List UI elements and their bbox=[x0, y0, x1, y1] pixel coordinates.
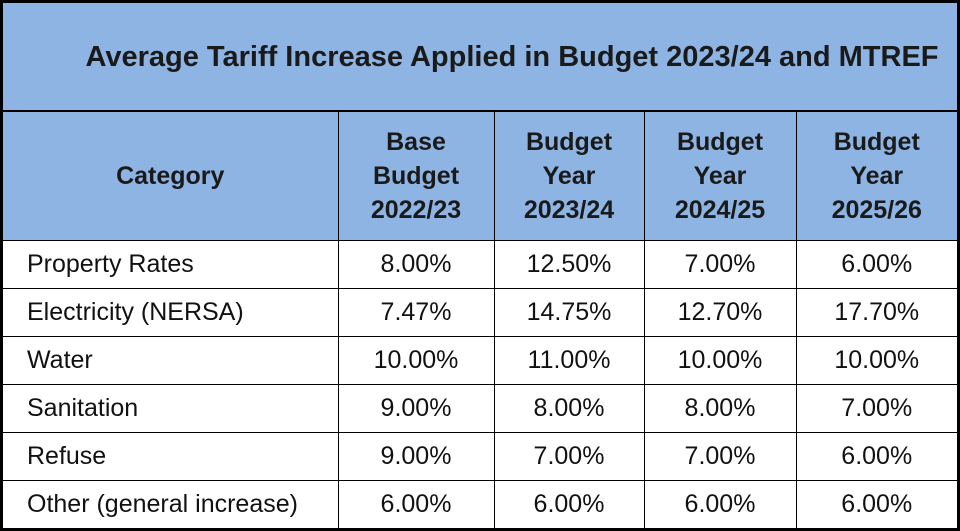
cell-value: 6.00% bbox=[796, 432, 957, 481]
cell-value: 17.70% bbox=[796, 288, 957, 337]
cell-value: 12.50% bbox=[494, 240, 645, 289]
cell-value: 7.47% bbox=[338, 288, 495, 337]
row-category: Electricity (NERSA) bbox=[3, 288, 339, 337]
table-row: Electricity (NERSA) 7.47% 14.75% 12.70% … bbox=[3, 288, 957, 337]
row-category: Property Rates bbox=[3, 240, 339, 289]
cell-value: 6.00% bbox=[796, 240, 957, 289]
cell-value: 12.70% bbox=[644, 288, 797, 337]
cell-value: 10.00% bbox=[796, 336, 957, 385]
table-title: Average Tariff Increase Applied in Budge… bbox=[3, 3, 957, 112]
cell-value: 8.00% bbox=[494, 384, 645, 433]
header-budget-year-2025-26: Budget Year 2025/26 bbox=[796, 112, 957, 241]
cell-value: 8.00% bbox=[338, 240, 495, 289]
cell-value: 6.00% bbox=[644, 480, 797, 528]
cell-value: 7.00% bbox=[494, 432, 645, 481]
header-base-budget-2022-23: Base Budget 2022/23 bbox=[338, 112, 495, 241]
cell-value: 11.00% bbox=[494, 336, 645, 385]
row-category: Sanitation bbox=[3, 384, 339, 433]
row-category: Refuse bbox=[3, 432, 339, 481]
cell-value: 9.00% bbox=[338, 432, 495, 481]
tariff-table: Category Base Budget 2022/23 Budget Year… bbox=[3, 112, 957, 528]
table-row: Water 10.00% 11.00% 10.00% 10.00% bbox=[3, 336, 957, 385]
table-row: Other (general increase) 6.00% 6.00% 6.0… bbox=[3, 480, 957, 528]
cell-value: 10.00% bbox=[644, 336, 797, 385]
cell-value: 7.00% bbox=[796, 384, 957, 433]
header-category: Category bbox=[3, 112, 339, 241]
cell-value: 6.00% bbox=[841, 490, 913, 518]
row-category: Other (general increase) bbox=[3, 480, 339, 528]
cell-value: 14.75% bbox=[494, 288, 645, 337]
cell-value: 10.00% bbox=[338, 336, 495, 385]
row-category: Water bbox=[3, 336, 339, 385]
table-row: Sanitation 9.00% 8.00% 8.00% 7.00% bbox=[3, 384, 957, 433]
header-budget-year-2023-24: Budget Year 2023/24 bbox=[494, 112, 645, 241]
cell-value: 9.00% bbox=[338, 384, 495, 433]
table-row: Refuse 9.00% 7.00% 7.00% 6.00% bbox=[3, 432, 957, 481]
cell-value: 6.00% bbox=[338, 480, 495, 528]
header-row: Category Base Budget 2022/23 Budget Year… bbox=[3, 112, 957, 241]
cell-value: 6.00% bbox=[494, 480, 645, 528]
header-budget-year-2024-25: Budget Year 2024/25 bbox=[644, 112, 797, 241]
cell-value: 7.00% bbox=[644, 432, 797, 481]
table-title-text: Average Tariff Increase Applied in Budge… bbox=[85, 40, 939, 73]
cell-value: 7.00% bbox=[644, 240, 797, 289]
table-row: Property Rates 8.00% 12.50% 7.00% 6.00% bbox=[3, 240, 957, 289]
cell-value: 8.00% bbox=[644, 384, 797, 433]
